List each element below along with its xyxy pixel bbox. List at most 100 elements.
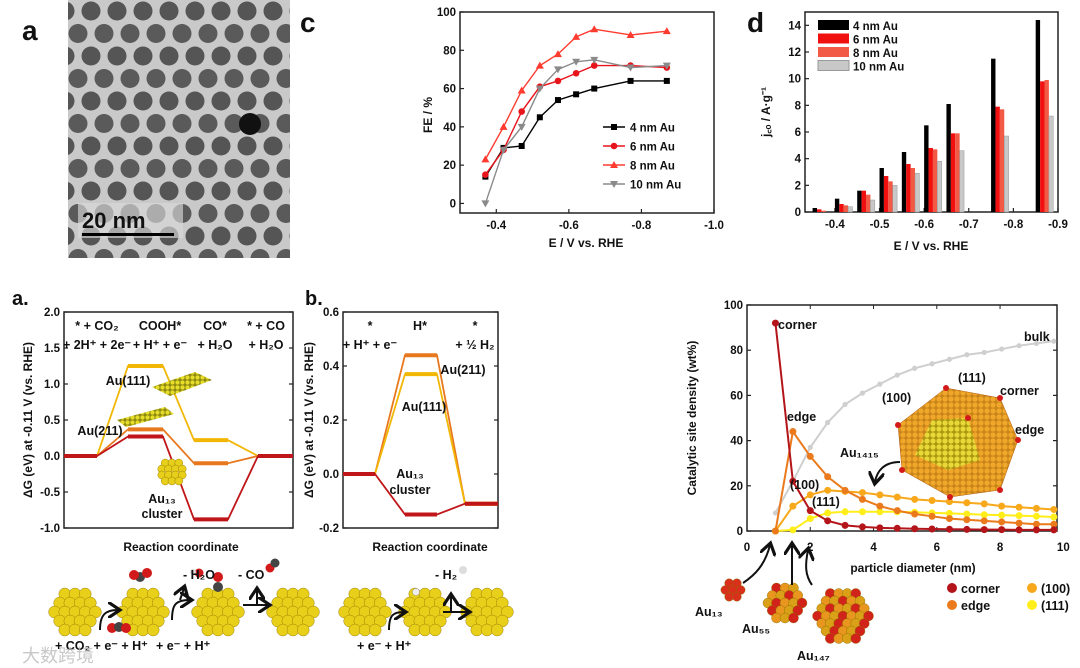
site-density-data-point xyxy=(964,352,970,358)
site-density-data-point xyxy=(998,502,1006,510)
au111-slab-image xyxy=(152,372,212,396)
atom xyxy=(850,633,861,644)
fe-data-point xyxy=(536,114,543,121)
jco-bar xyxy=(847,206,853,213)
jco-bar xyxy=(950,133,956,212)
energy-co2-x-axis-label: Reaction coordinate xyxy=(123,540,239,554)
jco-bar xyxy=(928,148,933,212)
site-density-data-point xyxy=(893,507,901,515)
annotation-ico-100: (100) xyxy=(882,391,911,405)
arrow-icon xyxy=(171,600,190,621)
fe-data-point xyxy=(572,58,581,66)
jco-bar xyxy=(857,190,862,212)
annotation-edge: edge xyxy=(787,410,816,424)
jco-bar xyxy=(870,199,876,213)
fe-legend-marker xyxy=(610,181,618,188)
site-density-data-point xyxy=(999,346,1005,352)
site-density-data-point xyxy=(963,510,971,518)
site-density-data-point xyxy=(806,507,814,515)
watermark: 大数跨境 xyxy=(22,646,94,666)
site-density-data-point xyxy=(911,525,919,533)
arrow-icon xyxy=(99,610,118,631)
panel-label-tem: a xyxy=(22,15,38,46)
site-density-data-point xyxy=(998,511,1006,519)
legend-marker xyxy=(1027,583,1037,593)
jco-legend-swatch xyxy=(818,20,849,30)
site-density-data-point xyxy=(876,524,884,532)
hydrogen-atom xyxy=(412,588,420,596)
fe-legend-marker xyxy=(610,161,618,168)
fe-data-point xyxy=(517,86,526,94)
site-density-x-tick-label: 6 xyxy=(934,542,940,554)
site-density-data-point xyxy=(789,502,797,510)
site-density-data-point xyxy=(824,473,832,481)
site-density-y-tick-label: 20 xyxy=(730,481,743,493)
jco-bar xyxy=(816,209,822,212)
fe-data-point xyxy=(662,62,671,70)
label-au55: Au₅₅ xyxy=(742,622,770,636)
jco-bar xyxy=(861,190,867,212)
jco-bar xyxy=(1035,20,1041,212)
site-density-data-point xyxy=(877,381,883,387)
fe-y-tick-label: 100 xyxy=(437,7,456,19)
energy-co2-state-sublabel: + H₂O xyxy=(248,338,283,352)
annotation-ico-corner: corner xyxy=(1000,384,1039,398)
fe-plot-frame xyxy=(459,11,715,214)
legend-marker xyxy=(947,583,957,593)
jco-bar xyxy=(959,150,965,213)
au13-cluster-icon xyxy=(191,587,245,637)
jco-bar xyxy=(955,133,960,212)
fe-legend-label: 10 nm Au xyxy=(630,180,681,192)
annotation-cluster-her: cluster xyxy=(390,483,431,497)
jco-bar xyxy=(1040,81,1045,212)
atom xyxy=(732,592,742,602)
energy-co2-state-label: CO* xyxy=(203,319,227,333)
site-density-data-point xyxy=(859,390,866,396)
fe-data-point xyxy=(573,91,580,98)
panel-label-energy-her: b. xyxy=(305,288,323,310)
fe-data-point xyxy=(626,64,635,72)
site-density-data-point xyxy=(963,516,971,524)
atom xyxy=(174,476,184,486)
annotation-au211: Au(211) xyxy=(77,424,122,438)
energy-her-y-axis-label: ΔG (eV) at -0.11 V (vs. RHE) xyxy=(302,342,316,498)
site-density-data-point xyxy=(824,517,832,525)
oxygen-atom xyxy=(142,568,152,578)
fe-data-point xyxy=(590,56,599,64)
scale-bar-bg xyxy=(78,203,183,238)
jco-bar xyxy=(914,173,920,213)
site-density-data-point xyxy=(789,428,797,436)
fe-data-point xyxy=(518,143,525,149)
jco-bar xyxy=(883,176,889,212)
energy-her-y-tick-label: 0.2 xyxy=(323,415,339,427)
scheme-co2-step2: + e⁻ + H⁺ xyxy=(156,639,211,653)
energy-her-y-tick-label: 0.0 xyxy=(323,469,339,481)
energy-co2-y-axis-label: ΔG (eV) at -0.11 V (vs. RHE) xyxy=(21,342,35,498)
site-density-data-point xyxy=(1015,526,1023,534)
jco-y-tick-label: 14 xyxy=(788,20,801,32)
jco-y-tick-label: 2 xyxy=(795,180,801,192)
carbon-atom xyxy=(213,582,223,592)
site-density-data-point xyxy=(876,491,884,499)
fe-y-axis-label: FE / % xyxy=(421,97,435,133)
site-density-data-point xyxy=(945,515,953,523)
fe-data-point xyxy=(518,108,525,115)
annotation-100: (100) xyxy=(790,478,819,492)
jco-x-tick-label: -0.9 xyxy=(1048,219,1068,231)
site-density-data-point xyxy=(771,527,779,535)
energy-co2-chart: -1.0 -0.5 0.0 0.5 1.0 1.5 2.0 * + CO₂ + 2H⁺ + 2e… xyxy=(40,307,294,535)
jco-chart: 0 2 4 6 8 10 12 14 -0.4 -0.5 -0.6 -0.7 -0.8 -0.9 4 nm … xyxy=(788,11,1068,231)
fe-legend-marker xyxy=(611,124,617,130)
site-density-data-point xyxy=(945,525,953,533)
fe-chart: 0 20 40 60 80 100 -0.4 -0.6 -0.8 -1.0 4 nm Au 6 nm … xyxy=(437,7,724,232)
fe-x-tick-label: -0.6 xyxy=(559,220,579,232)
site-density-data-point xyxy=(894,372,900,378)
jco-bar xyxy=(839,204,844,212)
site-density-y-tick-label: 60 xyxy=(730,390,743,402)
site-density-data-point xyxy=(893,493,901,501)
site-density-data-point xyxy=(806,491,814,499)
fe-y-tick-label: 20 xyxy=(443,160,456,172)
label-au147: Au₁₄₇ xyxy=(797,649,830,663)
annotation-corner: corner xyxy=(778,318,817,332)
